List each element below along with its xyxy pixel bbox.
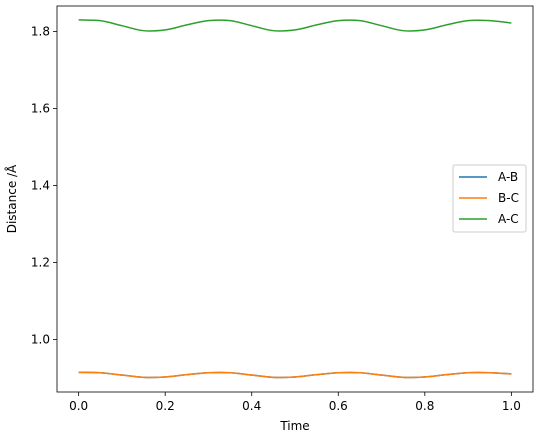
plot-area xyxy=(78,19,512,379)
series-line-b-c xyxy=(78,371,512,379)
legend: A-B B-C A-C xyxy=(452,164,527,233)
y-tick-label: 1.8 xyxy=(31,24,50,38)
legend-label-a-b: A-B xyxy=(498,170,518,184)
x-tick-label: 0.0 xyxy=(69,399,88,413)
axes-frame xyxy=(56,5,534,393)
x-tick-label: 1.0 xyxy=(502,399,521,413)
y-tick-label: 1.4 xyxy=(31,179,50,193)
y-tick-label: 1.0 xyxy=(31,333,50,347)
series-line-a-c xyxy=(78,19,512,32)
y-tick-label: 1.2 xyxy=(31,256,50,270)
legend-label-a-c: A-C xyxy=(498,212,519,226)
axes: 0.0 0.2 0.4 0.6 0.8 1.0 1.0 1.2 1.4 1.6 1.8 xyxy=(31,5,534,413)
y-axis-label: Distance /Å xyxy=(4,164,19,233)
x-tick-label: 0.8 xyxy=(415,399,434,413)
y-tick-label: 1.6 xyxy=(31,101,50,115)
x-tick-label: 0.4 xyxy=(242,399,261,413)
x-tick-label: 0.2 xyxy=(156,399,175,413)
legend-box xyxy=(452,164,527,233)
x-tick-label: 0.6 xyxy=(329,399,348,413)
legend-label-b-c: B-C xyxy=(498,191,519,205)
x-axis-label: Time xyxy=(279,419,309,433)
